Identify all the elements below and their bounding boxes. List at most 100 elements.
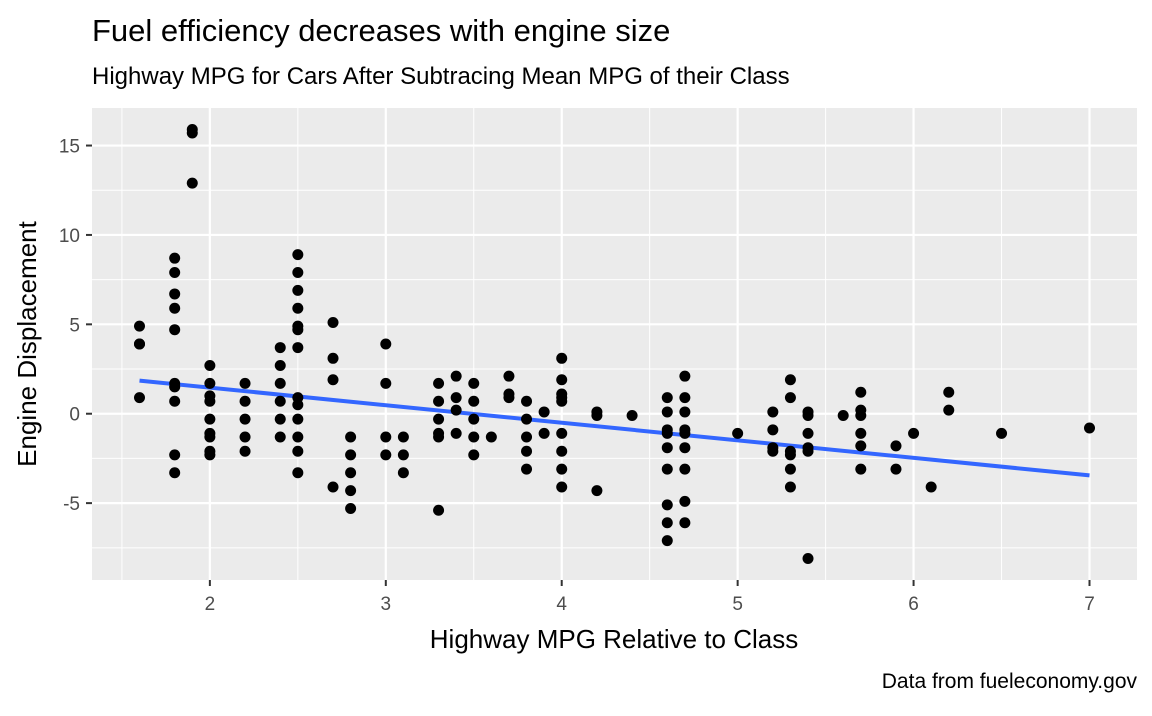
data-point xyxy=(626,410,638,422)
data-point xyxy=(327,317,339,329)
data-point xyxy=(450,370,462,382)
data-point xyxy=(802,553,814,565)
data-point xyxy=(292,249,304,261)
data-point xyxy=(556,352,568,364)
data-point xyxy=(292,467,304,479)
data-point xyxy=(292,342,304,354)
data-point xyxy=(784,392,796,404)
data-point xyxy=(802,445,814,457)
data-point xyxy=(925,481,937,493)
data-point xyxy=(397,449,409,461)
x-tick-label: 5 xyxy=(732,594,743,615)
data-point xyxy=(468,377,480,389)
chart-caption: Data from fueleconomy.gov xyxy=(882,670,1138,693)
data-point xyxy=(450,392,462,404)
data-point xyxy=(767,424,779,436)
data-point xyxy=(661,427,673,439)
data-point xyxy=(521,395,533,407)
data-point xyxy=(485,431,497,443)
data-point xyxy=(239,413,251,425)
data-point xyxy=(855,463,867,475)
data-point xyxy=(345,449,357,461)
data-point xyxy=(679,427,691,439)
data-point xyxy=(134,392,145,404)
data-point xyxy=(239,445,251,457)
data-point xyxy=(345,431,357,443)
y-tick-label: 10 xyxy=(59,226,80,247)
y-tick-label: 5 xyxy=(69,315,80,336)
data-point xyxy=(943,404,955,416)
y-tick-label: 15 xyxy=(59,137,80,158)
data-point xyxy=(433,504,445,516)
data-point xyxy=(503,392,515,404)
data-point xyxy=(204,413,216,425)
data-point xyxy=(274,342,286,354)
data-point xyxy=(169,467,181,479)
data-point xyxy=(345,502,357,514)
data-point xyxy=(292,431,304,443)
data-point xyxy=(784,481,796,493)
data-point xyxy=(855,410,867,422)
data-point xyxy=(767,445,779,457)
data-point xyxy=(679,370,691,382)
data-point xyxy=(134,320,145,332)
data-point xyxy=(274,359,286,371)
x-tick-label: 7 xyxy=(1084,594,1095,615)
data-point xyxy=(679,392,691,404)
data-point xyxy=(433,395,445,407)
data-point xyxy=(204,359,216,371)
data-point xyxy=(292,284,304,296)
data-point xyxy=(169,288,181,300)
data-point xyxy=(292,413,304,425)
data-point xyxy=(556,463,568,475)
data-point xyxy=(890,463,902,475)
data-point xyxy=(661,442,673,454)
data-point xyxy=(292,399,304,411)
data-point xyxy=(556,445,568,457)
data-point xyxy=(468,431,480,443)
data-point xyxy=(433,377,445,389)
data-point xyxy=(661,392,673,404)
y-tick-label: 0 xyxy=(69,405,80,426)
data-point xyxy=(186,177,198,189)
data-point xyxy=(855,440,867,452)
data-point xyxy=(802,427,814,439)
data-point xyxy=(679,495,691,507)
data-point xyxy=(380,449,392,461)
data-point xyxy=(169,449,181,461)
data-point xyxy=(169,381,181,393)
data-point xyxy=(468,395,480,407)
data-point xyxy=(204,395,216,407)
data-point xyxy=(679,442,691,454)
data-point xyxy=(855,427,867,439)
data-point xyxy=(784,374,796,386)
chart-subtitle: Highway MPG for Cars After Subtracing Me… xyxy=(92,63,790,90)
data-point xyxy=(591,410,603,422)
data-point xyxy=(521,413,533,425)
data-point xyxy=(943,386,955,398)
data-point xyxy=(503,370,515,382)
data-point xyxy=(345,485,357,497)
data-point xyxy=(169,266,181,278)
plot-panel xyxy=(92,108,1137,580)
data-point xyxy=(327,374,339,386)
data-point xyxy=(239,377,251,389)
x-axis: 2 3 4 5 6 7 xyxy=(205,580,1095,615)
data-point xyxy=(837,410,849,422)
data-point xyxy=(292,324,304,336)
data-point xyxy=(380,377,392,389)
data-point xyxy=(855,386,867,398)
data-point xyxy=(591,485,603,497)
data-point xyxy=(661,406,673,418)
chart-title: Fuel efficiency decreases with engine si… xyxy=(92,13,670,48)
data-point xyxy=(767,406,779,418)
data-point xyxy=(521,463,533,475)
x-tick-label: 3 xyxy=(381,594,392,615)
data-point xyxy=(468,449,480,461)
data-point xyxy=(450,404,462,416)
data-point xyxy=(433,413,445,425)
data-point xyxy=(450,427,462,439)
data-point xyxy=(274,413,286,425)
y-axis-title: Engine Displacement xyxy=(12,220,42,466)
